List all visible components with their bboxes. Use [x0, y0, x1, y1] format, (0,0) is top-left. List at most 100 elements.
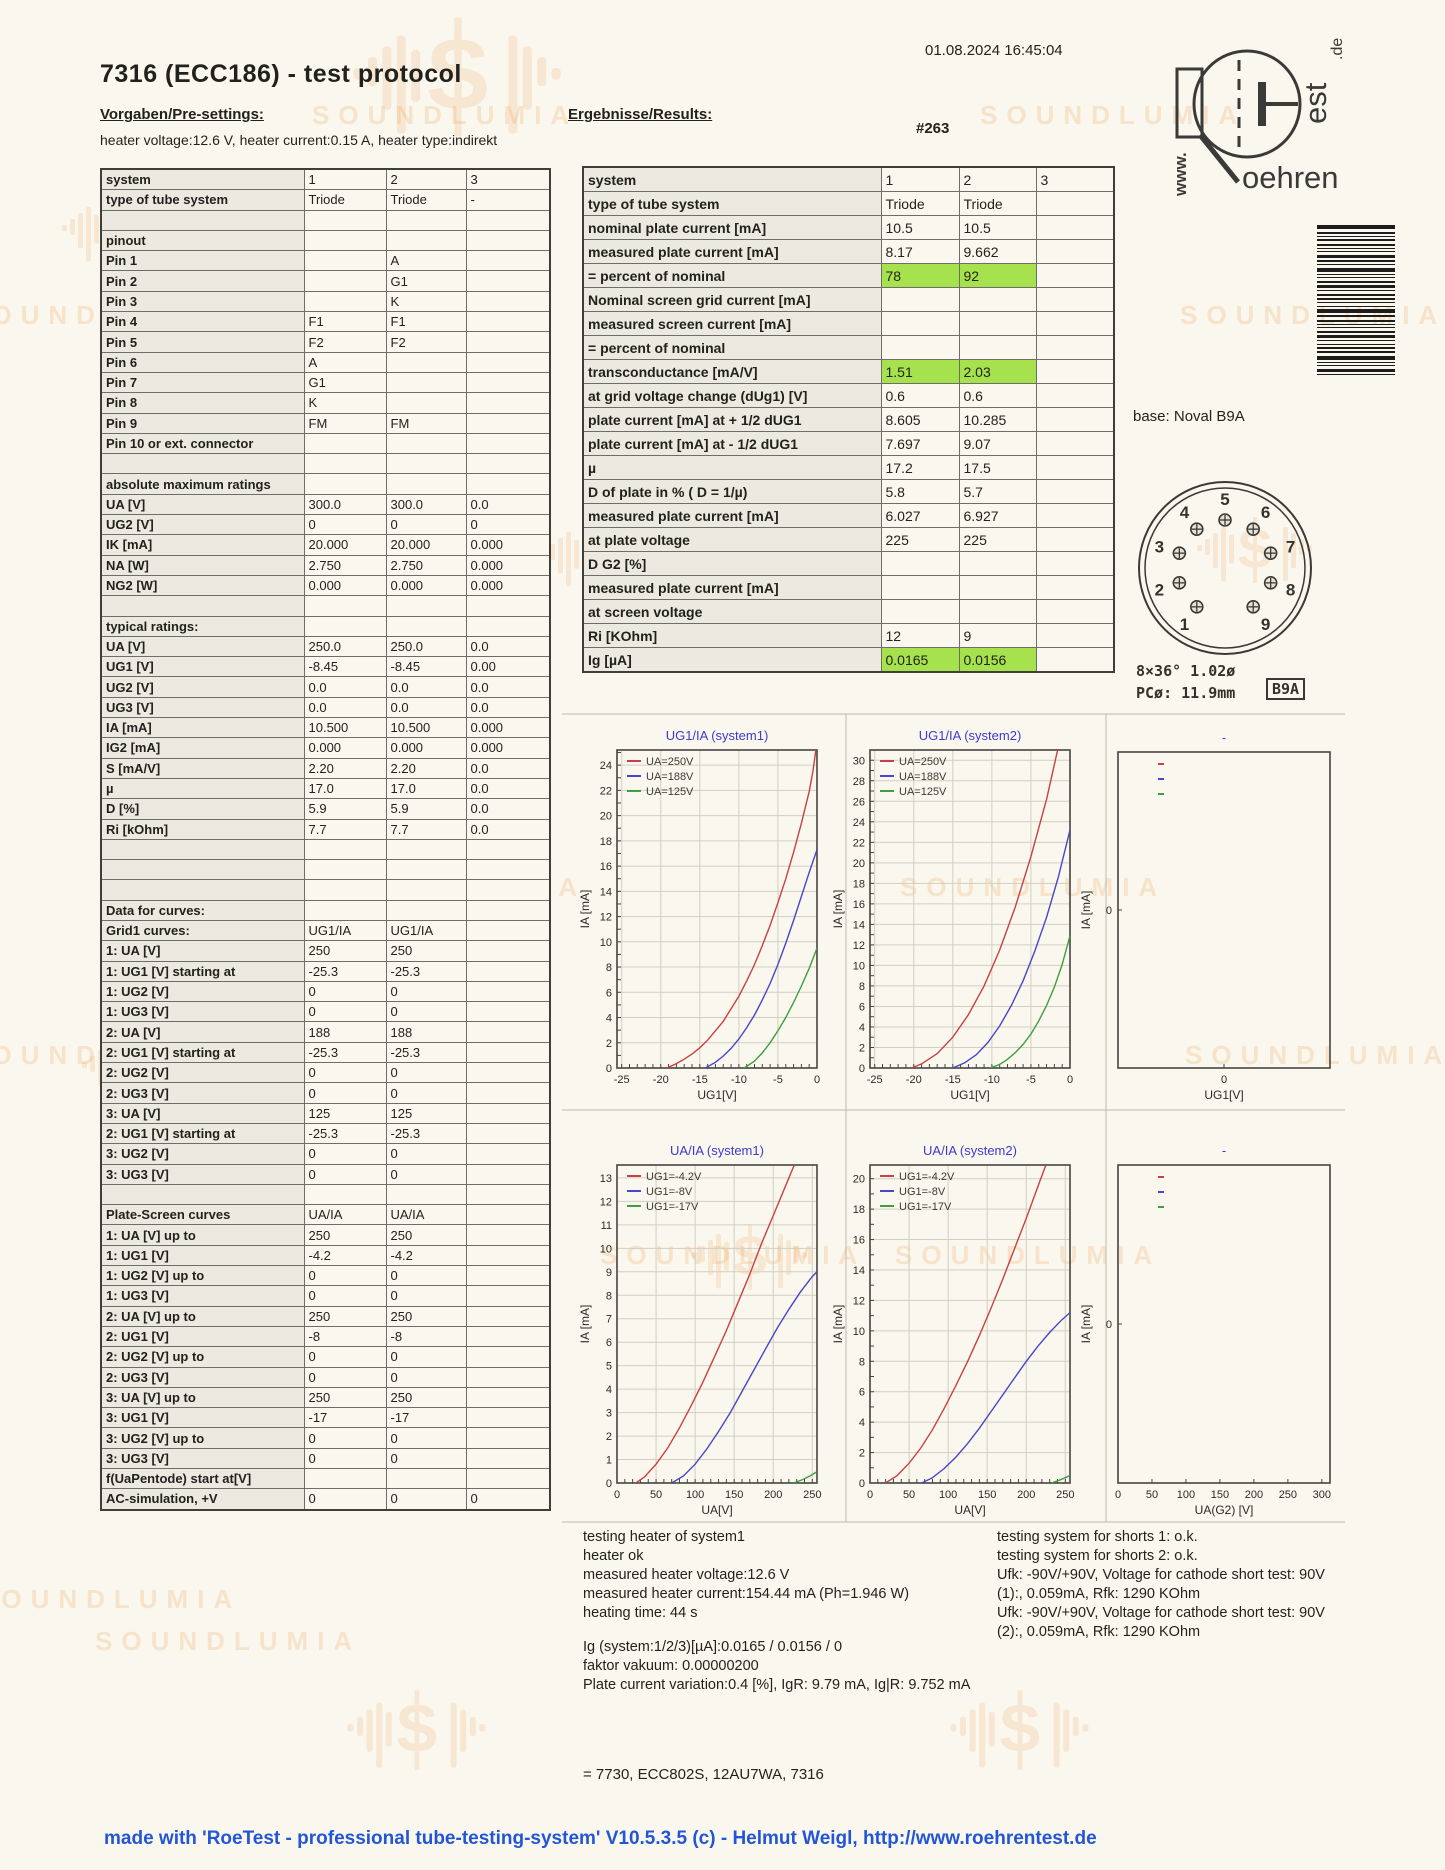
row-value: [465, 859, 551, 881]
row-label: system: [582, 166, 882, 192]
row-label: 3: UA [V]: [100, 1102, 305, 1124]
svg-text:22: 22: [853, 837, 865, 849]
table-row: plate current [mA] at + 1/2 dUG1 8.605 10.…: [582, 407, 1115, 432]
row-value: [385, 879, 467, 901]
table-row: [100, 859, 551, 881]
row-label: [100, 453, 305, 475]
row-value: 2.03: [958, 359, 1037, 384]
row-value: -25.3: [303, 960, 387, 982]
row-label: 3: UG2 [V]: [100, 1143, 305, 1165]
roetest-logo: www. oehren est .de: [1171, 38, 1346, 197]
table-row: f(UaPentode) start at[V]: [100, 1467, 551, 1490]
svg-text:IA [mA]: IA [mA]: [1079, 891, 1093, 930]
row-value: [465, 1001, 551, 1023]
row-value: [303, 859, 387, 881]
row-label: = percent of nominal: [582, 335, 882, 360]
note-line: Ufk: -90V/+90V, Voltage for cathode shor…: [997, 1567, 1325, 1583]
row-value: [465, 1325, 551, 1348]
svg-text:UG1=-8V: UG1=-8V: [646, 1186, 693, 1198]
svg-text:UA=125V: UA=125V: [899, 786, 947, 798]
row-label: µ: [100, 777, 305, 800]
row-value: [465, 1265, 551, 1287]
svg-text:28: 28: [853, 776, 865, 788]
svg-text:4: 4: [606, 1384, 612, 1396]
table-row: [100, 1183, 551, 1206]
row-value: 0.000: [465, 554, 551, 576]
row-value: 5.7: [958, 479, 1037, 504]
row-value: 0.0: [303, 676, 387, 698]
row-label: UA [V]: [100, 635, 305, 658]
svg-text:IA [mA]: IA [mA]: [1079, 1305, 1093, 1344]
row-value: [958, 575, 1037, 600]
table-row: UA [V] 250.0 250.0 0.0: [100, 635, 551, 658]
row-value: 0: [303, 1488, 387, 1511]
row-value: 0.6: [958, 383, 1037, 408]
svg-text:7: 7: [606, 1314, 612, 1326]
svg-text:16: 16: [600, 861, 612, 873]
row-value: 2.750: [303, 554, 387, 576]
svg-text:16: 16: [853, 899, 865, 911]
row-label: [100, 595, 305, 617]
table-row: 2: UG3 [V] 0 0: [100, 1082, 551, 1104]
svg-text:18: 18: [600, 836, 612, 848]
table-row: 2: UG2 [V] up to 0 0: [100, 1346, 551, 1368]
results-table: system 1 2 3 type of tube system Triode Triode…: [582, 166, 1115, 673]
row-value: [385, 615, 467, 637]
table-row: D [%] 5.9 5.9 0.0: [100, 798, 551, 820]
row-value: 0.0: [385, 696, 467, 719]
svg-text:-5: -5: [1026, 1074, 1036, 1086]
row-value: [1035, 599, 1115, 624]
row-value: Triode: [385, 189, 467, 211]
row-value: G1: [385, 270, 467, 292]
presettings-table: system 1 2 3 type of tube system Triode Triode…: [100, 168, 551, 1511]
row-value: [465, 351, 551, 373]
svg-text:-25: -25: [614, 1074, 630, 1086]
row-value: [465, 919, 551, 942]
table-row: Pin 3 K: [100, 290, 551, 313]
presettings-table-wrap: system 1 2 3 type of tube system Triode Triode…: [100, 168, 551, 1511]
logo-r-stem: [1175, 67, 1204, 139]
row-value: 250: [303, 940, 387, 962]
row-value: [303, 290, 387, 313]
row-value: [385, 453, 467, 475]
row-value: 0: [385, 1082, 467, 1104]
table-row: Pin 5 F2 F2: [100, 331, 551, 353]
svg-text:50: 50: [1146, 1489, 1158, 1501]
note-line: heating time: 44 s: [583, 1605, 698, 1621]
row-value: 0: [303, 1062, 387, 1084]
svg-text:UA(G2) [V]: UA(G2) [V]: [1195, 1503, 1254, 1517]
row-value: 0: [303, 980, 387, 1003]
row-label: plate current [mA] at + 1/2 dUG1: [582, 407, 882, 432]
row-value: 0: [385, 1143, 467, 1165]
svg-text:UG1[V]: UG1[V]: [697, 1088, 736, 1102]
row-value: [465, 331, 551, 353]
table-row: [100, 453, 551, 475]
svg-text:14: 14: [600, 886, 612, 898]
row-value: [1035, 311, 1115, 336]
svg-text:0: 0: [1115, 1489, 1121, 1501]
row-label: Pin 9: [100, 412, 305, 434]
svg-text:12: 12: [600, 1196, 612, 1208]
table-row: [100, 595, 551, 617]
row-value: 0: [303, 1082, 387, 1104]
svg-text:-20: -20: [906, 1074, 922, 1086]
table-row: transconductance [mA/V] 1.51 2.03: [582, 359, 1115, 384]
table-row: 1: UG3 [V] 0 0: [100, 1285, 551, 1307]
row-value: -4.2: [385, 1244, 467, 1267]
row-value: [958, 311, 1037, 336]
svg-text:1: 1: [1180, 615, 1189, 634]
row-value: [1035, 359, 1115, 384]
svg-text:7: 7: [1286, 538, 1295, 557]
svg-text:-10: -10: [731, 1074, 747, 1086]
svg-text:9: 9: [1261, 615, 1270, 634]
row-value: 0: [303, 514, 387, 536]
ig-vacuum-notes: Ig (system:1/2/3)[µA]:0.0165 / 0.0156 / …: [583, 1638, 970, 1695]
svg-text:1: 1: [606, 1455, 612, 1467]
row-value: 92: [958, 263, 1037, 288]
row-value: [465, 1285, 551, 1307]
logo-www: www.: [1171, 152, 1190, 197]
row-value: [465, 1467, 551, 1490]
row-value: [465, 1447, 551, 1470]
